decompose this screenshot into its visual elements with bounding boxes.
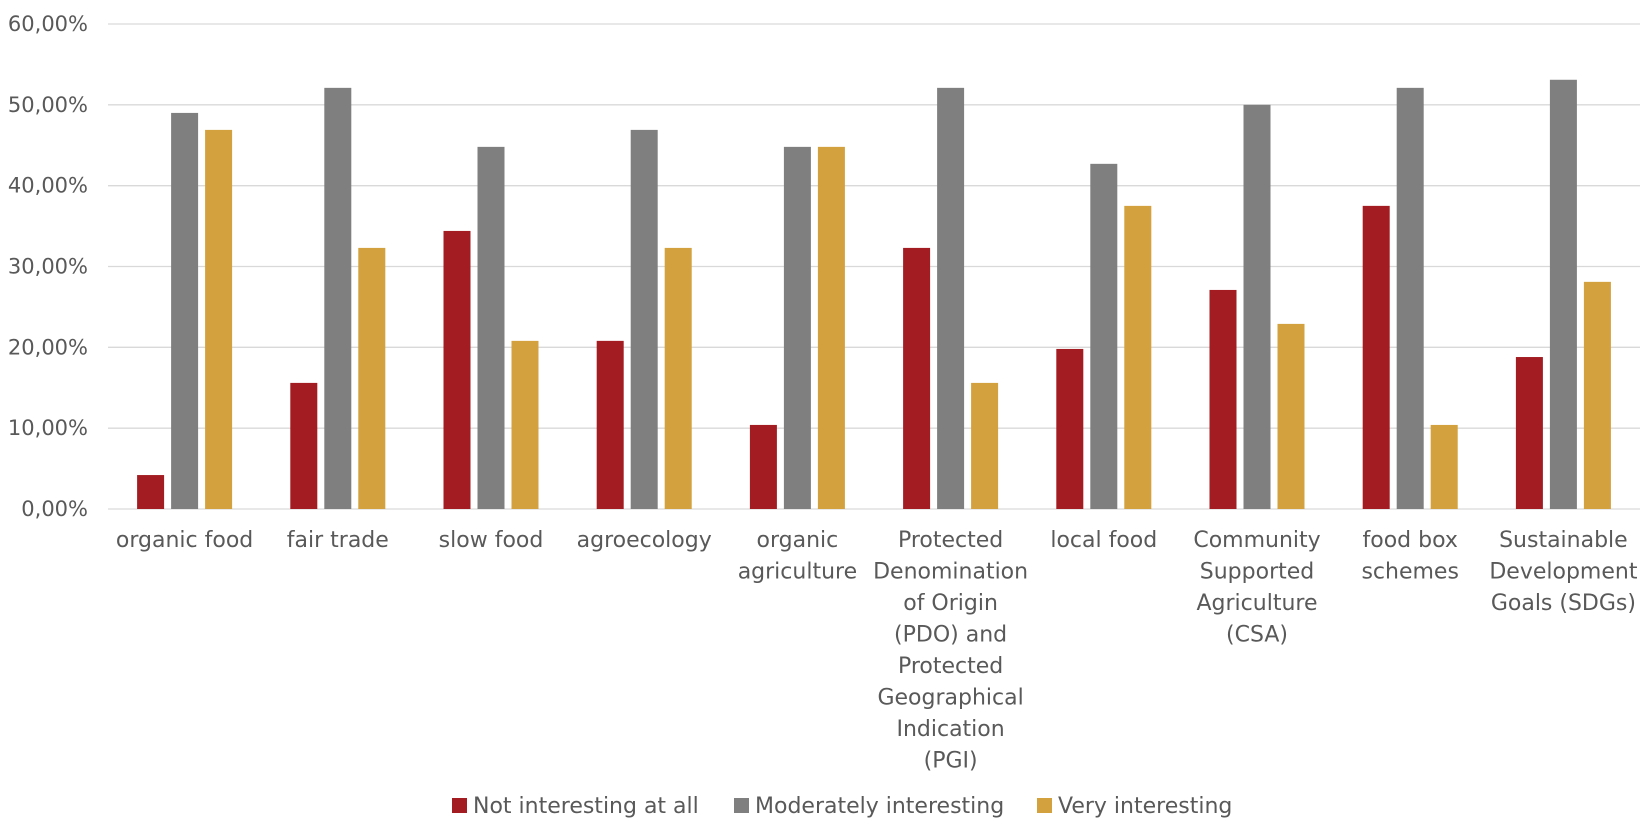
x-category-label: agroecology — [577, 528, 712, 553]
x-category-label: Sustainable Development Goals (SDGs) — [1489, 528, 1637, 616]
bar — [783, 146, 811, 509]
y-tick-label: 20,00% — [8, 335, 88, 359]
bar — [511, 340, 539, 509]
x-category-label: local food — [1050, 528, 1157, 553]
legend-item: Moderately interesting — [734, 794, 1004, 819]
bars — [137, 79, 1611, 510]
bar — [596, 340, 624, 509]
x-category-label: organic agriculture — [738, 528, 857, 585]
bar — [1056, 348, 1084, 509]
legend-swatch — [734, 798, 749, 813]
bar — [971, 382, 999, 509]
x-category-label: Community Supported Agriculture (CSA) — [1193, 528, 1320, 648]
bar — [1430, 424, 1458, 509]
x-axis-categories: organic food fair trade slow food agroecolo… — [116, 528, 1638, 774]
bar — [171, 112, 199, 510]
x-category-label: food box schemes — [1361, 528, 1458, 585]
bar — [1243, 104, 1271, 509]
legend-label: Not interesting at all — [473, 794, 699, 819]
legend: Not interesting at all Moderately interes… — [452, 794, 1232, 819]
bar — [749, 424, 777, 509]
x-category-label: Protected Denomination of Origin (PDO) and P… — [873, 528, 1028, 774]
bar — [1515, 357, 1543, 509]
bar — [1583, 281, 1611, 509]
y-tick-label: 10,00% — [8, 416, 88, 440]
legend-item: Not interesting at all — [452, 794, 699, 819]
bar — [937, 87, 965, 509]
y-tick-label: 60,00% — [8, 12, 88, 36]
bar — [664, 247, 692, 510]
bar — [137, 475, 165, 509]
bar — [290, 382, 318, 509]
x-category-label: fair trade — [287, 528, 389, 553]
y-axis-ticks: 0,00% 10,00% 20,00% 30,00% 40,00% 50,00% 60,00… — [8, 12, 88, 521]
y-tick-label: 50,00% — [8, 93, 88, 117]
bar — [205, 129, 233, 509]
bar — [630, 129, 658, 509]
bar — [1549, 79, 1577, 510]
bar — [1090, 163, 1118, 509]
bar — [1277, 323, 1305, 509]
bar — [1362, 205, 1390, 509]
x-category-label: slow food — [439, 528, 544, 553]
y-tick-label: 40,00% — [8, 174, 88, 198]
bar — [903, 247, 931, 510]
x-category-label: organic food — [116, 528, 253, 553]
bar — [1209, 289, 1237, 509]
legend-item: Very interesting — [1037, 794, 1232, 819]
bar — [1124, 205, 1152, 509]
y-tick-label: 0,00% — [21, 497, 88, 521]
legend-swatch — [1037, 798, 1052, 813]
bar — [358, 247, 386, 510]
bar — [324, 87, 352, 509]
legend-label: Moderately interesting — [755, 794, 1004, 819]
bar — [817, 146, 845, 509]
bar — [477, 146, 505, 509]
legend-swatch — [452, 798, 467, 813]
bar — [443, 230, 471, 509]
bar — [1396, 87, 1424, 509]
y-tick-label: 30,00% — [8, 255, 88, 279]
legend-label: Very interesting — [1058, 794, 1232, 819]
